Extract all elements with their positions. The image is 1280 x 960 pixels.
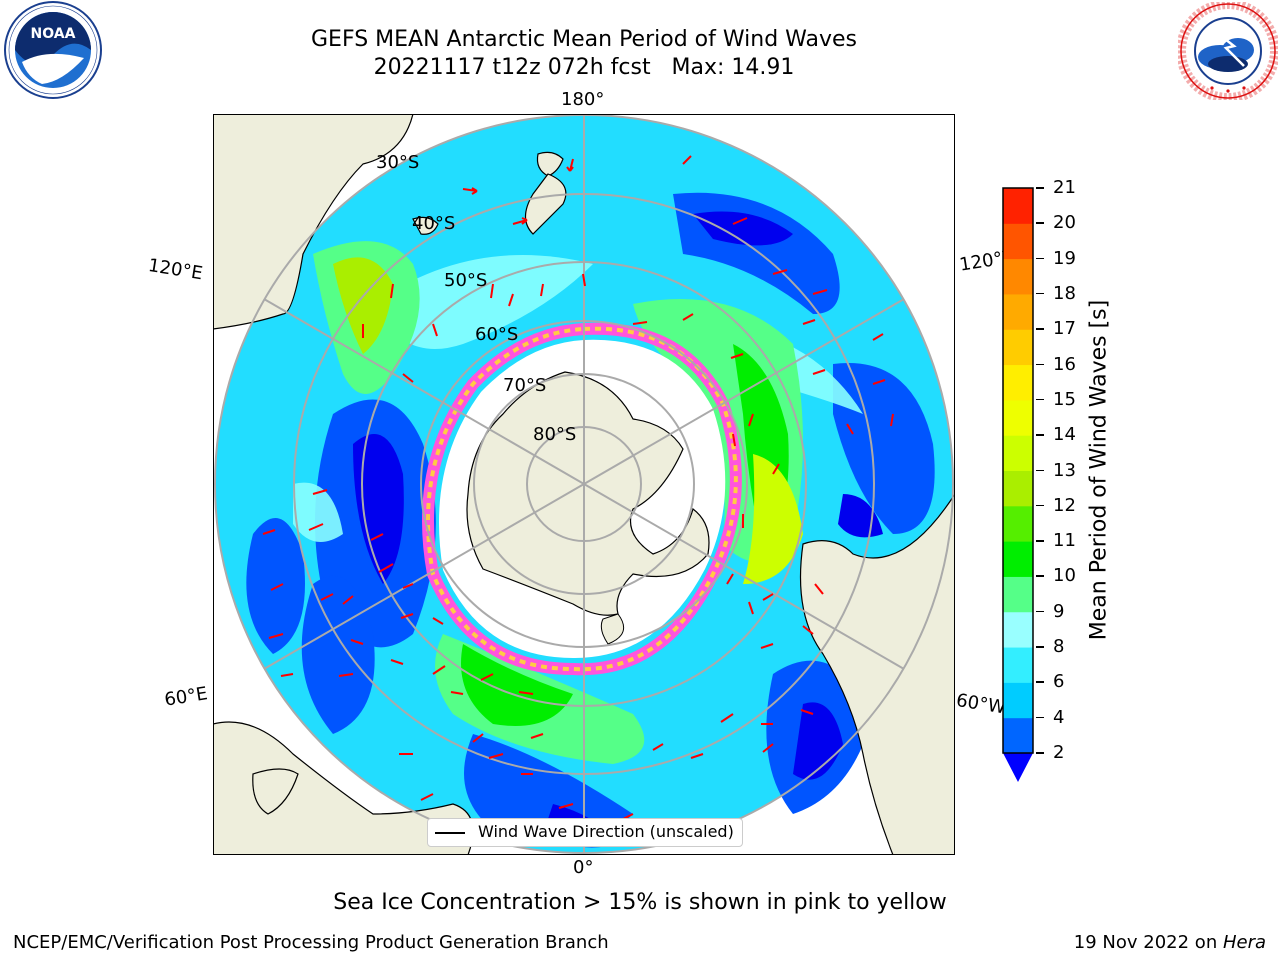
colorbar-tick-label: 20 bbox=[1053, 212, 1076, 234]
legend-line-swatch bbox=[435, 832, 465, 834]
lon-label-0: 0° bbox=[573, 857, 594, 878]
colorbar-band bbox=[1003, 576, 1033, 613]
colorbar-tick-mark bbox=[1036, 434, 1044, 436]
sea-ice-note: Sea Ice Concentration > 15% is shown in … bbox=[333, 890, 947, 915]
colorbar-band bbox=[1003, 470, 1033, 507]
colorbar-tick-label: 17 bbox=[1053, 318, 1076, 340]
colorbar-under-triangle bbox=[1003, 753, 1033, 782]
colorbar-band bbox=[1003, 541, 1033, 577]
colorbar-tick-label: 13 bbox=[1053, 459, 1076, 481]
colorbar-band bbox=[1003, 293, 1033, 330]
noaa-logo-text: NOAA bbox=[31, 26, 76, 42]
colorbar-band bbox=[1003, 717, 1033, 754]
lat-label-60s: 60°S bbox=[475, 324, 519, 345]
lon-label-120e: 120°E bbox=[146, 255, 205, 285]
colorbar-band bbox=[1003, 329, 1033, 366]
colorbar-tick-mark bbox=[1036, 187, 1044, 189]
colorbar-band bbox=[1003, 364, 1033, 401]
colorbar-tick-label: 21 bbox=[1053, 177, 1076, 198]
nws-logo bbox=[1178, 2, 1278, 100]
colorbar-tick-mark bbox=[1036, 504, 1044, 507]
colorbar bbox=[1002, 187, 1034, 782]
lat-label-40s: 40°S bbox=[412, 213, 456, 234]
noaa-logo: NOAA bbox=[4, 1, 102, 99]
colorbar-tick-mark bbox=[1036, 681, 1044, 683]
chart-title: GEFS MEAN Antarctic Mean Period of Wind … bbox=[311, 27, 857, 52]
footer-date: 19 Nov 2022 on bbox=[1073, 932, 1223, 953]
colorbar-title: Mean Period of Wind Waves [s] bbox=[1086, 299, 1112, 641]
colorbar-tick-mark bbox=[1036, 222, 1044, 224]
colorbar-band bbox=[1003, 647, 1033, 683]
colorbar-band bbox=[1003, 435, 1033, 471]
colorbar-tick-mark bbox=[1036, 257, 1044, 260]
lon-label-180: 180° bbox=[561, 89, 605, 110]
colorbar-band bbox=[1003, 223, 1033, 260]
colorbar-tick-label: 12 bbox=[1053, 494, 1076, 516]
colorbar-band bbox=[1003, 188, 1033, 224]
colorbar-tick-label: 8 bbox=[1053, 636, 1065, 658]
colorbar-tick-mark bbox=[1036, 716, 1044, 719]
legend-label: Wind Wave Direction (unscaled) bbox=[478, 822, 734, 841]
colorbar-tick-mark bbox=[1036, 292, 1044, 295]
wind-wave-arrows bbox=[262, 155, 894, 821]
colorbar-tick-mark bbox=[1036, 646, 1044, 648]
lat-label-30s: 30°S bbox=[376, 152, 420, 173]
footer-host: Hera bbox=[1222, 932, 1266, 953]
map-legend: Wind Wave Direction (unscaled) bbox=[427, 818, 743, 847]
colorbar-band bbox=[1003, 258, 1033, 295]
colorbar-tick-label: 14 bbox=[1053, 424, 1076, 446]
colorbar-band bbox=[1003, 399, 1033, 436]
colorbar-tick-label: 18 bbox=[1053, 282, 1076, 304]
footer-left: NCEP/EMC/Verification Post Processing Pr… bbox=[13, 932, 609, 953]
continents bbox=[213, 114, 955, 855]
colorbar-tick-mark bbox=[1036, 328, 1044, 330]
colorbar-tick-mark bbox=[1036, 363, 1044, 366]
colorbar-tick-label: 4 bbox=[1053, 706, 1065, 728]
polar-map bbox=[213, 114, 955, 855]
colorbar-tick-mark bbox=[1036, 752, 1044, 754]
colorbar-tick-label: 10 bbox=[1053, 565, 1076, 587]
colorbar-tick-label: 9 bbox=[1053, 600, 1065, 622]
chart-subtitle: 20221117 t12z 072h fcst Max: 14.91 bbox=[373, 55, 795, 80]
colorbar-tick-mark bbox=[1036, 540, 1044, 542]
colorbar-tick-mark bbox=[1036, 469, 1044, 471]
colorbar-band bbox=[1003, 505, 1033, 542]
footer-right: 19 Nov 2022 on Hera bbox=[1074, 932, 1266, 953]
colorbar-tick-mark bbox=[1036, 610, 1044, 613]
colorbar-band bbox=[1003, 611, 1033, 648]
colorbar-tick-mark bbox=[1036, 575, 1044, 577]
colorbar-tick-mark bbox=[1036, 398, 1044, 401]
colorbar-tick-label: 2 bbox=[1053, 742, 1065, 763]
lat-label-50s: 50°S bbox=[444, 270, 488, 291]
colorbar-tick-label: 11 bbox=[1053, 530, 1076, 552]
colorbar-tick-label: 16 bbox=[1053, 353, 1076, 375]
colorbar-tick-label: 6 bbox=[1053, 671, 1065, 693]
colorbar-tick-label: 19 bbox=[1053, 247, 1076, 269]
colorbar-band bbox=[1003, 682, 1033, 719]
lon-label-60e: 60°E bbox=[163, 683, 210, 711]
lat-label-80s: 80°S bbox=[533, 424, 577, 445]
colorbar-tick-label: 15 bbox=[1053, 388, 1076, 410]
antarctica-land bbox=[466, 371, 710, 616]
lat-label-70s: 70°S bbox=[503, 375, 547, 396]
